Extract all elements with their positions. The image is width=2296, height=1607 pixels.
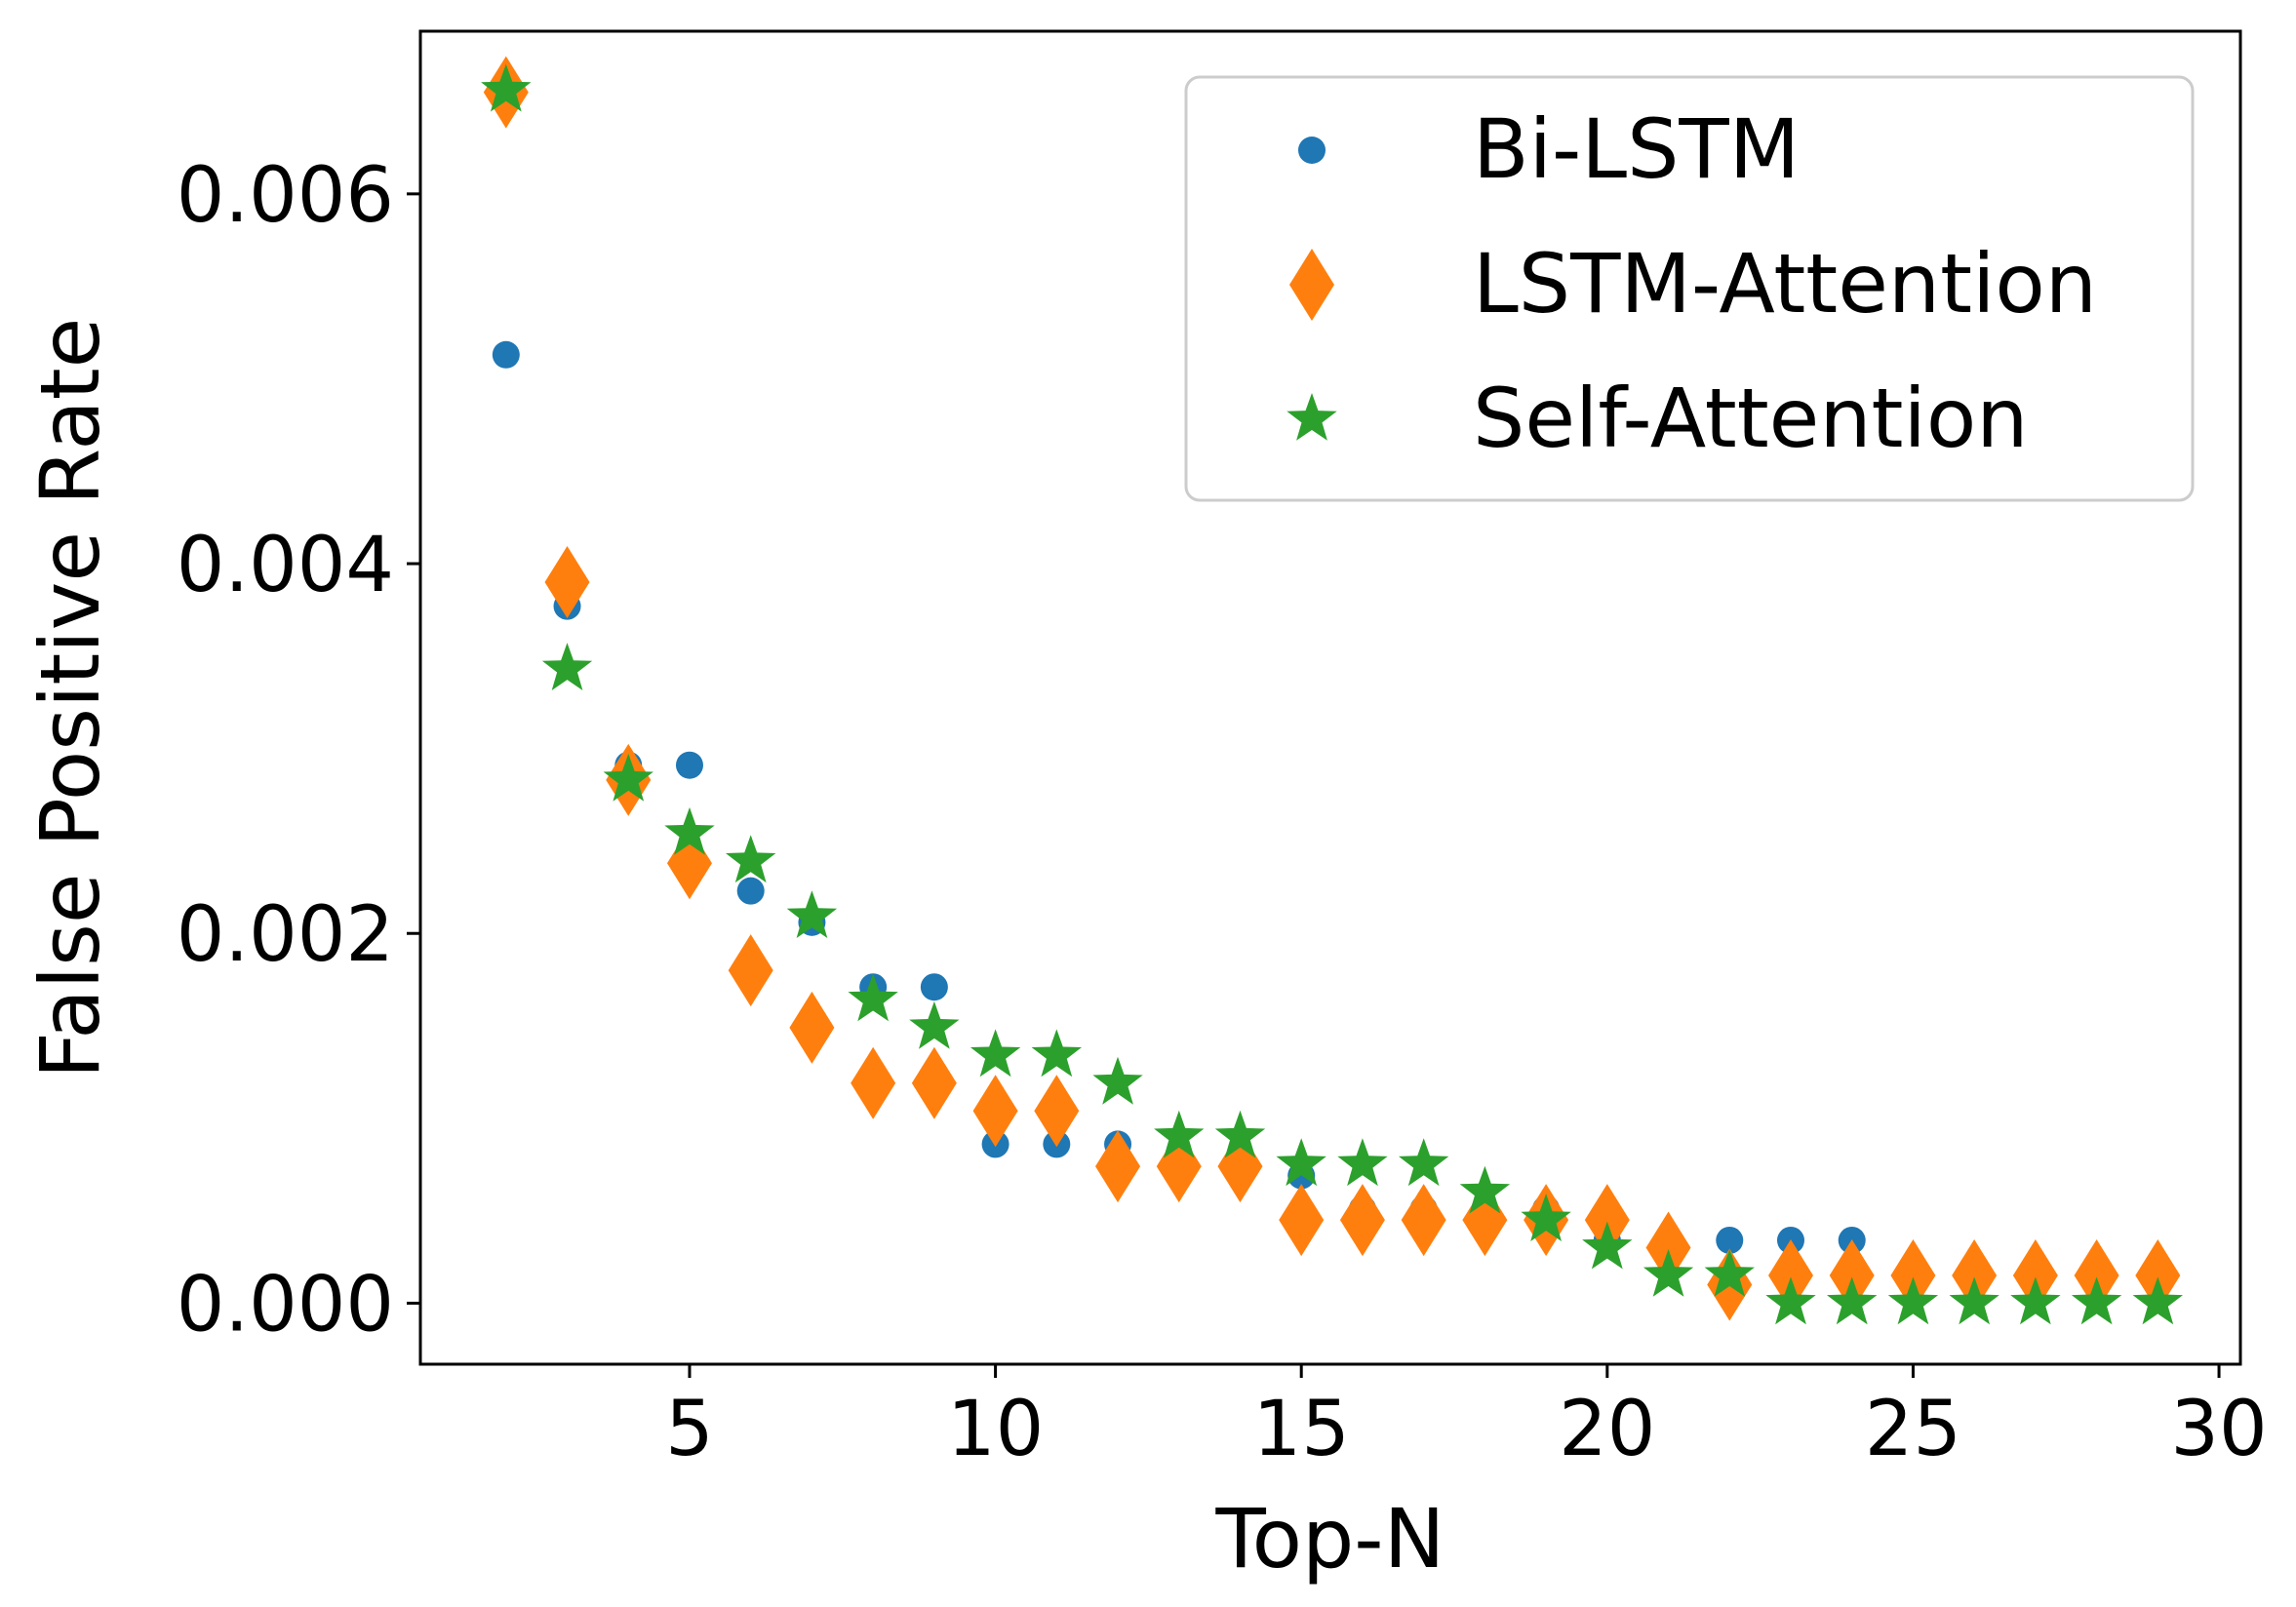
- legend-label-bi-lstm: Bi-LSTM: [1473, 101, 1800, 197]
- series-self-attention: [481, 63, 2183, 1325]
- point-self-attention-26: [1949, 1276, 1999, 1325]
- x-tick-label-15: 15: [1253, 1386, 1350, 1473]
- legend-label-self-attention: Self-Attention: [1473, 371, 2028, 466]
- x-tick-label-30: 30: [2170, 1386, 2267, 1473]
- point-bi-lstm-22: [1716, 1226, 1744, 1254]
- point-bi-lstm-5: [675, 751, 703, 779]
- point-self-attention-9: [909, 1000, 960, 1049]
- point-bi-lstm-9: [920, 973, 948, 1001]
- series-lstm-attention: [483, 56, 2181, 1321]
- point-lstm-attention-8: [851, 1046, 896, 1119]
- point-lstm-attention-25: [1890, 1238, 1936, 1312]
- point-self-attention-28: [2071, 1276, 2122, 1325]
- y-tick-label-0.004: 0.004: [177, 522, 394, 609]
- point-lstm-attention-15: [1279, 1184, 1325, 1257]
- point-lstm-attention-6: [728, 934, 773, 1007]
- x-axis: 5 10 15 20 25 30: [665, 1364, 2268, 1473]
- point-self-attention-12: [1092, 1056, 1143, 1105]
- legend-marker-lstm-attention: [1289, 249, 1334, 321]
- point-self-attention-24: [1827, 1276, 1878, 1325]
- point-bi-lstm-2: [492, 340, 520, 369]
- point-self-attention-11: [1031, 1029, 1082, 1078]
- y-axis-label: False Positive Rate: [22, 318, 118, 1079]
- point-self-attention-27: [2010, 1276, 2061, 1325]
- x-axis-label: Top-N: [1215, 1491, 1445, 1587]
- point-self-attention-22: [1704, 1249, 1755, 1297]
- point-lstm-attention-28: [2074, 1238, 2119, 1312]
- point-lstm-attention-12: [1095, 1130, 1141, 1203]
- point-self-attention-19: [1521, 1194, 1571, 1241]
- point-self-attention-25: [1887, 1276, 1939, 1325]
- y-tick-label-0.006: 0.006: [177, 152, 394, 240]
- point-self-attention-14: [1214, 1110, 1266, 1158]
- point-self-attention-4: [603, 753, 653, 802]
- x-tick-label-10: 10: [947, 1386, 1044, 1473]
- point-lstm-attention-10: [972, 1075, 1018, 1148]
- point-lstm-attention-24: [1829, 1238, 1875, 1312]
- point-lstm-attention-21: [1645, 1211, 1691, 1284]
- point-self-attention-16: [1337, 1138, 1388, 1187]
- point-self-attention-20: [1582, 1221, 1633, 1270]
- point-lstm-attention-26: [1952, 1238, 1998, 1312]
- point-self-attention-2: [481, 63, 532, 112]
- legend-label-lstm-attention: LSTM-Attention: [1473, 236, 2097, 332]
- point-lstm-attention-7: [789, 991, 835, 1064]
- point-self-attention-21: [1643, 1249, 1694, 1297]
- point-self-attention-3: [541, 643, 593, 690]
- point-self-attention-8: [848, 973, 898, 1022]
- point-self-attention-6: [726, 835, 776, 883]
- point-lstm-attention-29: [2135, 1238, 2181, 1312]
- legend: Bi-LSTM LSTM-Attention Self-Attention: [1184, 75, 2195, 502]
- point-self-attention-18: [1459, 1165, 1511, 1214]
- point-lstm-attention-17: [1401, 1184, 1446, 1257]
- plot-marks: [481, 56, 2183, 1325]
- point-lstm-attention-23: [1767, 1238, 1813, 1312]
- point-lstm-attention-27: [2012, 1238, 2058, 1312]
- x-tick-label-20: 20: [1559, 1386, 1655, 1473]
- point-lstm-attention-16: [1339, 1184, 1385, 1257]
- point-lstm-attention-3: [544, 546, 590, 619]
- point-self-attention-7: [786, 890, 838, 938]
- legend-box: [1184, 75, 2195, 502]
- point-lstm-attention-20: [1584, 1184, 1630, 1257]
- point-bi-lstm-6: [736, 877, 765, 905]
- legend-marker-bi-lstm: [1298, 137, 1326, 164]
- point-self-attention-17: [1399, 1138, 1449, 1187]
- point-self-attention-13: [1154, 1110, 1205, 1158]
- point-self-attention-29: [2132, 1276, 2183, 1325]
- legend-markers: [1287, 137, 1337, 441]
- point-lstm-attention-11: [1034, 1075, 1080, 1148]
- point-self-attention-10: [970, 1029, 1021, 1078]
- point-self-attention-5: [664, 806, 715, 855]
- legend-marker-self-attention: [1287, 393, 1337, 441]
- point-self-attention-15: [1276, 1138, 1326, 1187]
- x-tick-label-5: 5: [665, 1386, 714, 1473]
- y-tick-label-0.000: 0.000: [177, 1261, 394, 1349]
- y-tick-label-0.002: 0.002: [177, 891, 394, 979]
- x-tick-label-25: 25: [1865, 1386, 1961, 1473]
- point-self-attention-23: [1765, 1276, 1816, 1325]
- point-lstm-attention-9: [911, 1046, 957, 1119]
- y-axis: 0.000 0.002 0.004 0.006: [177, 152, 420, 1349]
- plot-frame: [418, 29, 2242, 1366]
